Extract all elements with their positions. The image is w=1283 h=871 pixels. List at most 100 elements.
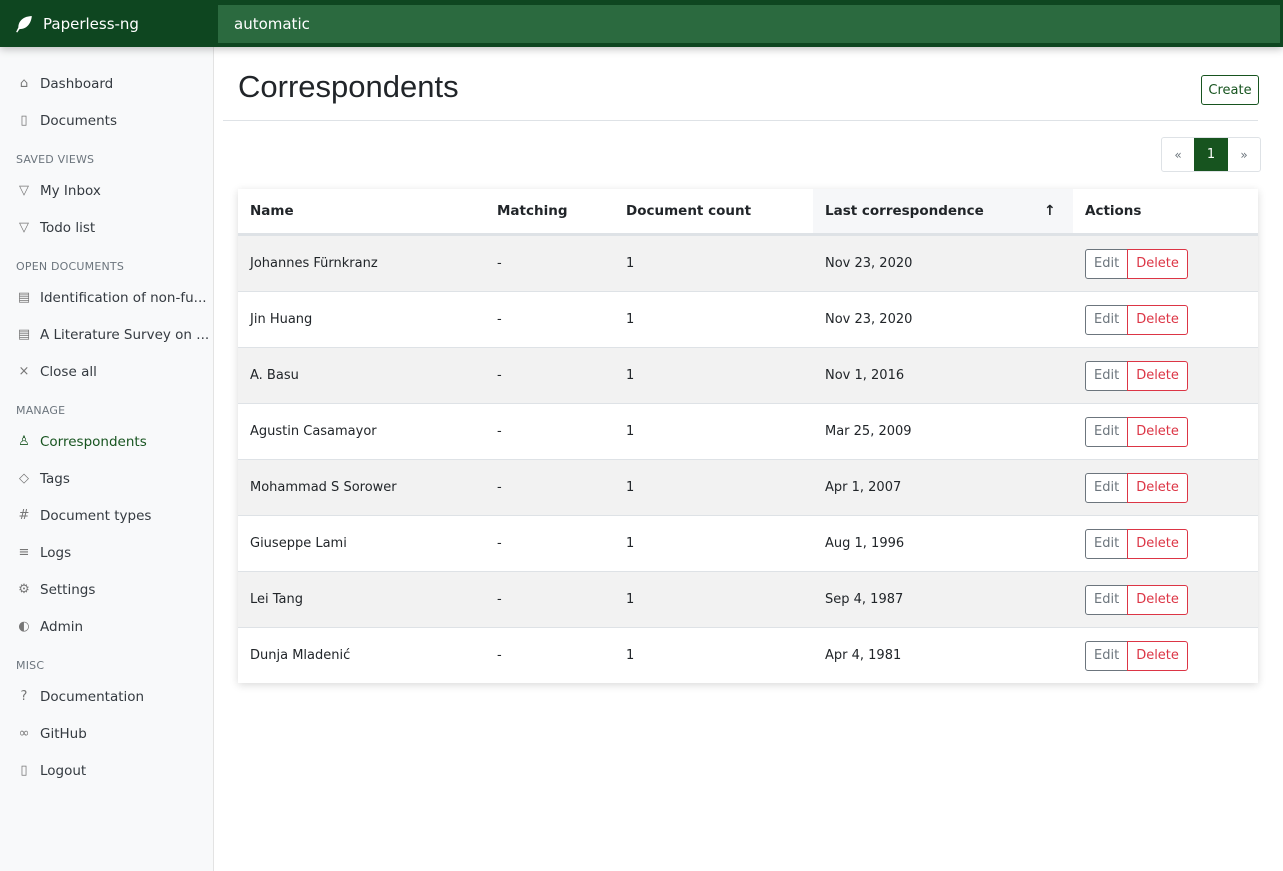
cell-document-count: 1 xyxy=(626,592,635,607)
row-actions: Edit Delete xyxy=(1085,304,1188,335)
header-document-count[interactable]: Document count xyxy=(626,203,752,219)
divider xyxy=(223,120,1258,121)
create-button[interactable]: Create xyxy=(1201,75,1259,105)
sidebar-item-label: Close all xyxy=(40,363,97,380)
sidebar-item-todo-list[interactable]: ▽ Todo list xyxy=(0,209,213,246)
sidebar-item-label: GitHub xyxy=(40,725,87,742)
pagination-page[interactable]: 1 xyxy=(1194,138,1228,171)
edit-button[interactable]: Edit xyxy=(1085,416,1129,447)
row-actions: Edit Delete xyxy=(1085,528,1188,559)
delete-button[interactable]: Delete xyxy=(1127,584,1188,615)
sidebar-item-a-literature-survey-on[interactable]: ▤ A Literature Survey on ... xyxy=(0,316,213,353)
sidebar-section-title: Manage xyxy=(16,404,66,417)
cell-document-count: 1 xyxy=(626,256,635,271)
search-input[interactable]: automatic xyxy=(218,5,1280,43)
gear-icon: ⚙ xyxy=(18,582,30,597)
pagination-next[interactable]: » xyxy=(1240,147,1248,162)
cell-name: Dunja Mladenić xyxy=(250,648,351,663)
cell-last-correspondence: Sep 4, 1987 xyxy=(825,592,904,607)
cell-name: Johannes Fürnkranz xyxy=(250,256,378,271)
cell-document-count: 1 xyxy=(626,312,635,327)
row-actions: Edit Delete xyxy=(1085,248,1188,279)
cell-name: Agustin Casamayor xyxy=(250,424,377,439)
row-actions: Edit Delete xyxy=(1085,360,1188,391)
edit-button[interactable]: Edit xyxy=(1085,360,1129,391)
sidebar-item-admin[interactable]: ◐ Admin xyxy=(0,608,213,645)
sidebar-item-label: Admin xyxy=(40,618,84,635)
cell-last-correspondence: Nov 23, 2020 xyxy=(825,256,913,271)
cell-matching: - xyxy=(497,480,502,495)
pagination: « 1 » xyxy=(1161,137,1261,172)
sidebar-item-document-types[interactable]: # Document types xyxy=(0,497,213,534)
table-header: Name Matching Document count Last corres… xyxy=(238,189,1258,235)
edit-button[interactable]: Edit xyxy=(1085,248,1129,279)
pagination-prev[interactable]: « xyxy=(1174,147,1182,162)
table-row: Dunja Mladenić - 1 Apr 4, 1981 Edit Delet… xyxy=(238,627,1258,683)
sidebar-item-tags[interactable]: ◇ Tags xyxy=(0,460,213,497)
cell-matching: - xyxy=(497,536,502,551)
cell-document-count: 1 xyxy=(626,536,635,551)
sidebar: ⌂ Dashboard ▯ Documents Saved views ▽ My Inbox… xyxy=(0,47,214,871)
sidebar-item-close-all[interactable]: × Close all xyxy=(0,353,213,390)
delete-button[interactable]: Delete xyxy=(1127,472,1188,503)
sidebar-item-label: Documents xyxy=(40,112,117,129)
header-matching[interactable]: Matching xyxy=(497,203,568,219)
cell-matching: - xyxy=(497,648,502,663)
sidebar-item-identification-of-non-fu[interactable]: ▤ Identification of non-fu... xyxy=(0,279,213,316)
edit-button[interactable]: Edit xyxy=(1085,640,1129,671)
sidebar-item-label: Todo list xyxy=(40,219,96,236)
sidebar-item-github[interactable]: ∞ GitHub xyxy=(0,715,213,752)
delete-button[interactable]: Delete xyxy=(1127,416,1188,447)
sidebar-item-settings[interactable]: ⚙ Settings xyxy=(0,571,213,608)
sidebar-section-title: Misc xyxy=(16,659,45,672)
cell-name: Mohammad S Sorower xyxy=(250,480,397,495)
sidebar-item-documents[interactable]: ▯ Documents xyxy=(0,102,213,139)
header-name[interactable]: Name xyxy=(250,203,294,219)
file-text-icon: ▤ xyxy=(17,290,31,305)
cell-last-correspondence: Nov 23, 2020 xyxy=(825,312,913,327)
cell-matching: - xyxy=(497,368,502,383)
edit-button[interactable]: Edit xyxy=(1085,584,1129,615)
sidebar-item-documentation[interactable]: ? Documentation xyxy=(0,678,213,715)
cell-name: Jin Huang xyxy=(250,312,313,327)
delete-button[interactable]: Delete xyxy=(1127,304,1188,335)
sidebar-item-label: Identification of non-fu... xyxy=(40,289,207,306)
delete-button[interactable]: Delete xyxy=(1127,248,1188,279)
funnel-icon: ▽ xyxy=(19,220,29,235)
sidebar-item-correspondents[interactable]: ♙ Correspondents xyxy=(0,423,213,460)
edit-button[interactable]: Edit xyxy=(1085,472,1129,503)
sidebar-item-logout[interactable]: ▯ Logout xyxy=(0,752,213,789)
cell-matching: - xyxy=(497,424,502,439)
edit-button[interactable]: Edit xyxy=(1085,528,1129,559)
cell-name: A. Basu xyxy=(250,368,299,383)
row-actions: Edit Delete xyxy=(1085,472,1188,503)
header-actions: Actions xyxy=(1085,203,1142,219)
sorted-column-bg xyxy=(813,189,1073,233)
table-row: Mohammad S Sorower - 1 Apr 1, 2007 Edit D… xyxy=(238,459,1258,515)
cell-document-count: 1 xyxy=(626,368,635,383)
sidebar-item-label: Documentation xyxy=(40,688,145,705)
sidebar-item-label: Logs xyxy=(40,544,72,561)
x-icon: × xyxy=(18,364,30,379)
delete-button[interactable]: Delete xyxy=(1127,360,1188,391)
tags-icon: ◇ xyxy=(19,471,29,486)
page-title: Correspondents xyxy=(238,69,459,104)
row-actions: Edit Delete xyxy=(1085,640,1188,671)
row-actions: Edit Delete xyxy=(1085,416,1188,447)
sidebar-item-dashboard[interactable]: ⌂ Dashboard xyxy=(0,65,213,102)
file-text-icon: ▤ xyxy=(17,327,31,342)
header-last-correspondence[interactable]: Last correspondence xyxy=(825,203,984,219)
sidebar-item-my-inbox[interactable]: ▽ My Inbox xyxy=(0,172,213,209)
delete-button[interactable]: Delete xyxy=(1127,528,1188,559)
delete-button[interactable]: Delete xyxy=(1127,640,1188,671)
brand-link[interactable]: Paperless-ng xyxy=(0,0,215,47)
table-row: Giuseppe Lami - 1 Aug 1, 1996 Edit Delete xyxy=(238,515,1258,571)
text-left-icon: ≡ xyxy=(18,545,30,560)
edit-button[interactable]: Edit xyxy=(1085,304,1129,335)
table-row: Jin Huang - 1 Nov 23, 2020 Edit Delete xyxy=(238,291,1258,347)
sidebar-item-logs[interactable]: ≡ Logs xyxy=(0,534,213,571)
funnel-icon: ▽ xyxy=(19,183,29,198)
cell-document-count: 1 xyxy=(626,424,635,439)
cell-matching: - xyxy=(497,312,502,327)
sidebar-item-label: My Inbox xyxy=(40,182,101,199)
